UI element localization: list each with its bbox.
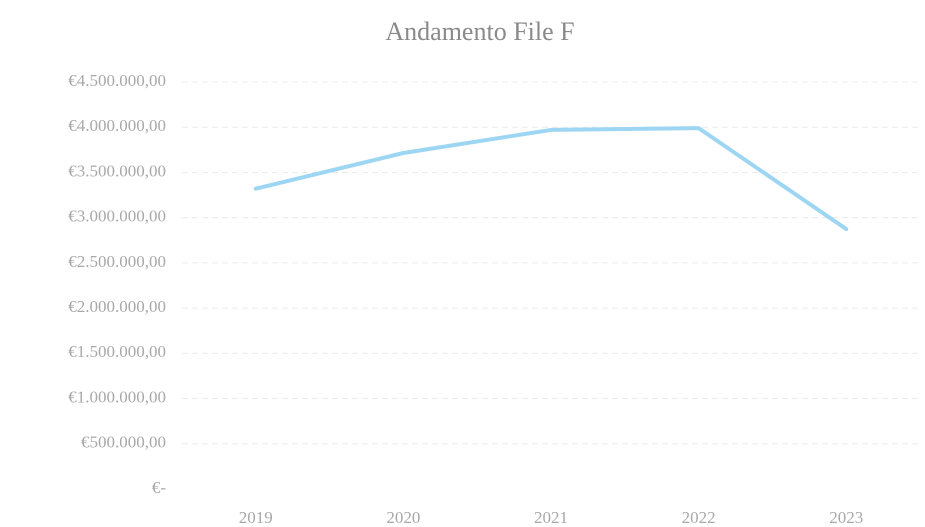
y-tick-label: €2.500.000,00	[68, 252, 166, 271]
x-tick-label: 2021	[534, 508, 568, 527]
y-tick-label: €500.000,00	[81, 433, 166, 452]
chart-title: Andamento File F	[385, 17, 574, 46]
x-tick-label: 2020	[386, 508, 420, 527]
x-tick-label: 2023	[829, 508, 863, 527]
y-tick-label: €4.000.000,00	[68, 116, 166, 135]
x-tick-label: 2019	[239, 508, 273, 527]
x-tick-label: 2022	[682, 508, 716, 527]
y-tick-label: €3.000.000,00	[68, 207, 166, 226]
y-tick-label: €3.500.000,00	[68, 161, 166, 180]
y-tick-label: €1.000.000,00	[68, 387, 166, 406]
y-tick-label: €2.000.000,00	[68, 297, 166, 316]
y-tick-label: €1.500.000,00	[68, 342, 166, 361]
y-tick-label: €4.500.000,00	[68, 71, 166, 90]
y-tick-label: €-	[152, 478, 167, 497]
line-series	[253, 126, 849, 231]
